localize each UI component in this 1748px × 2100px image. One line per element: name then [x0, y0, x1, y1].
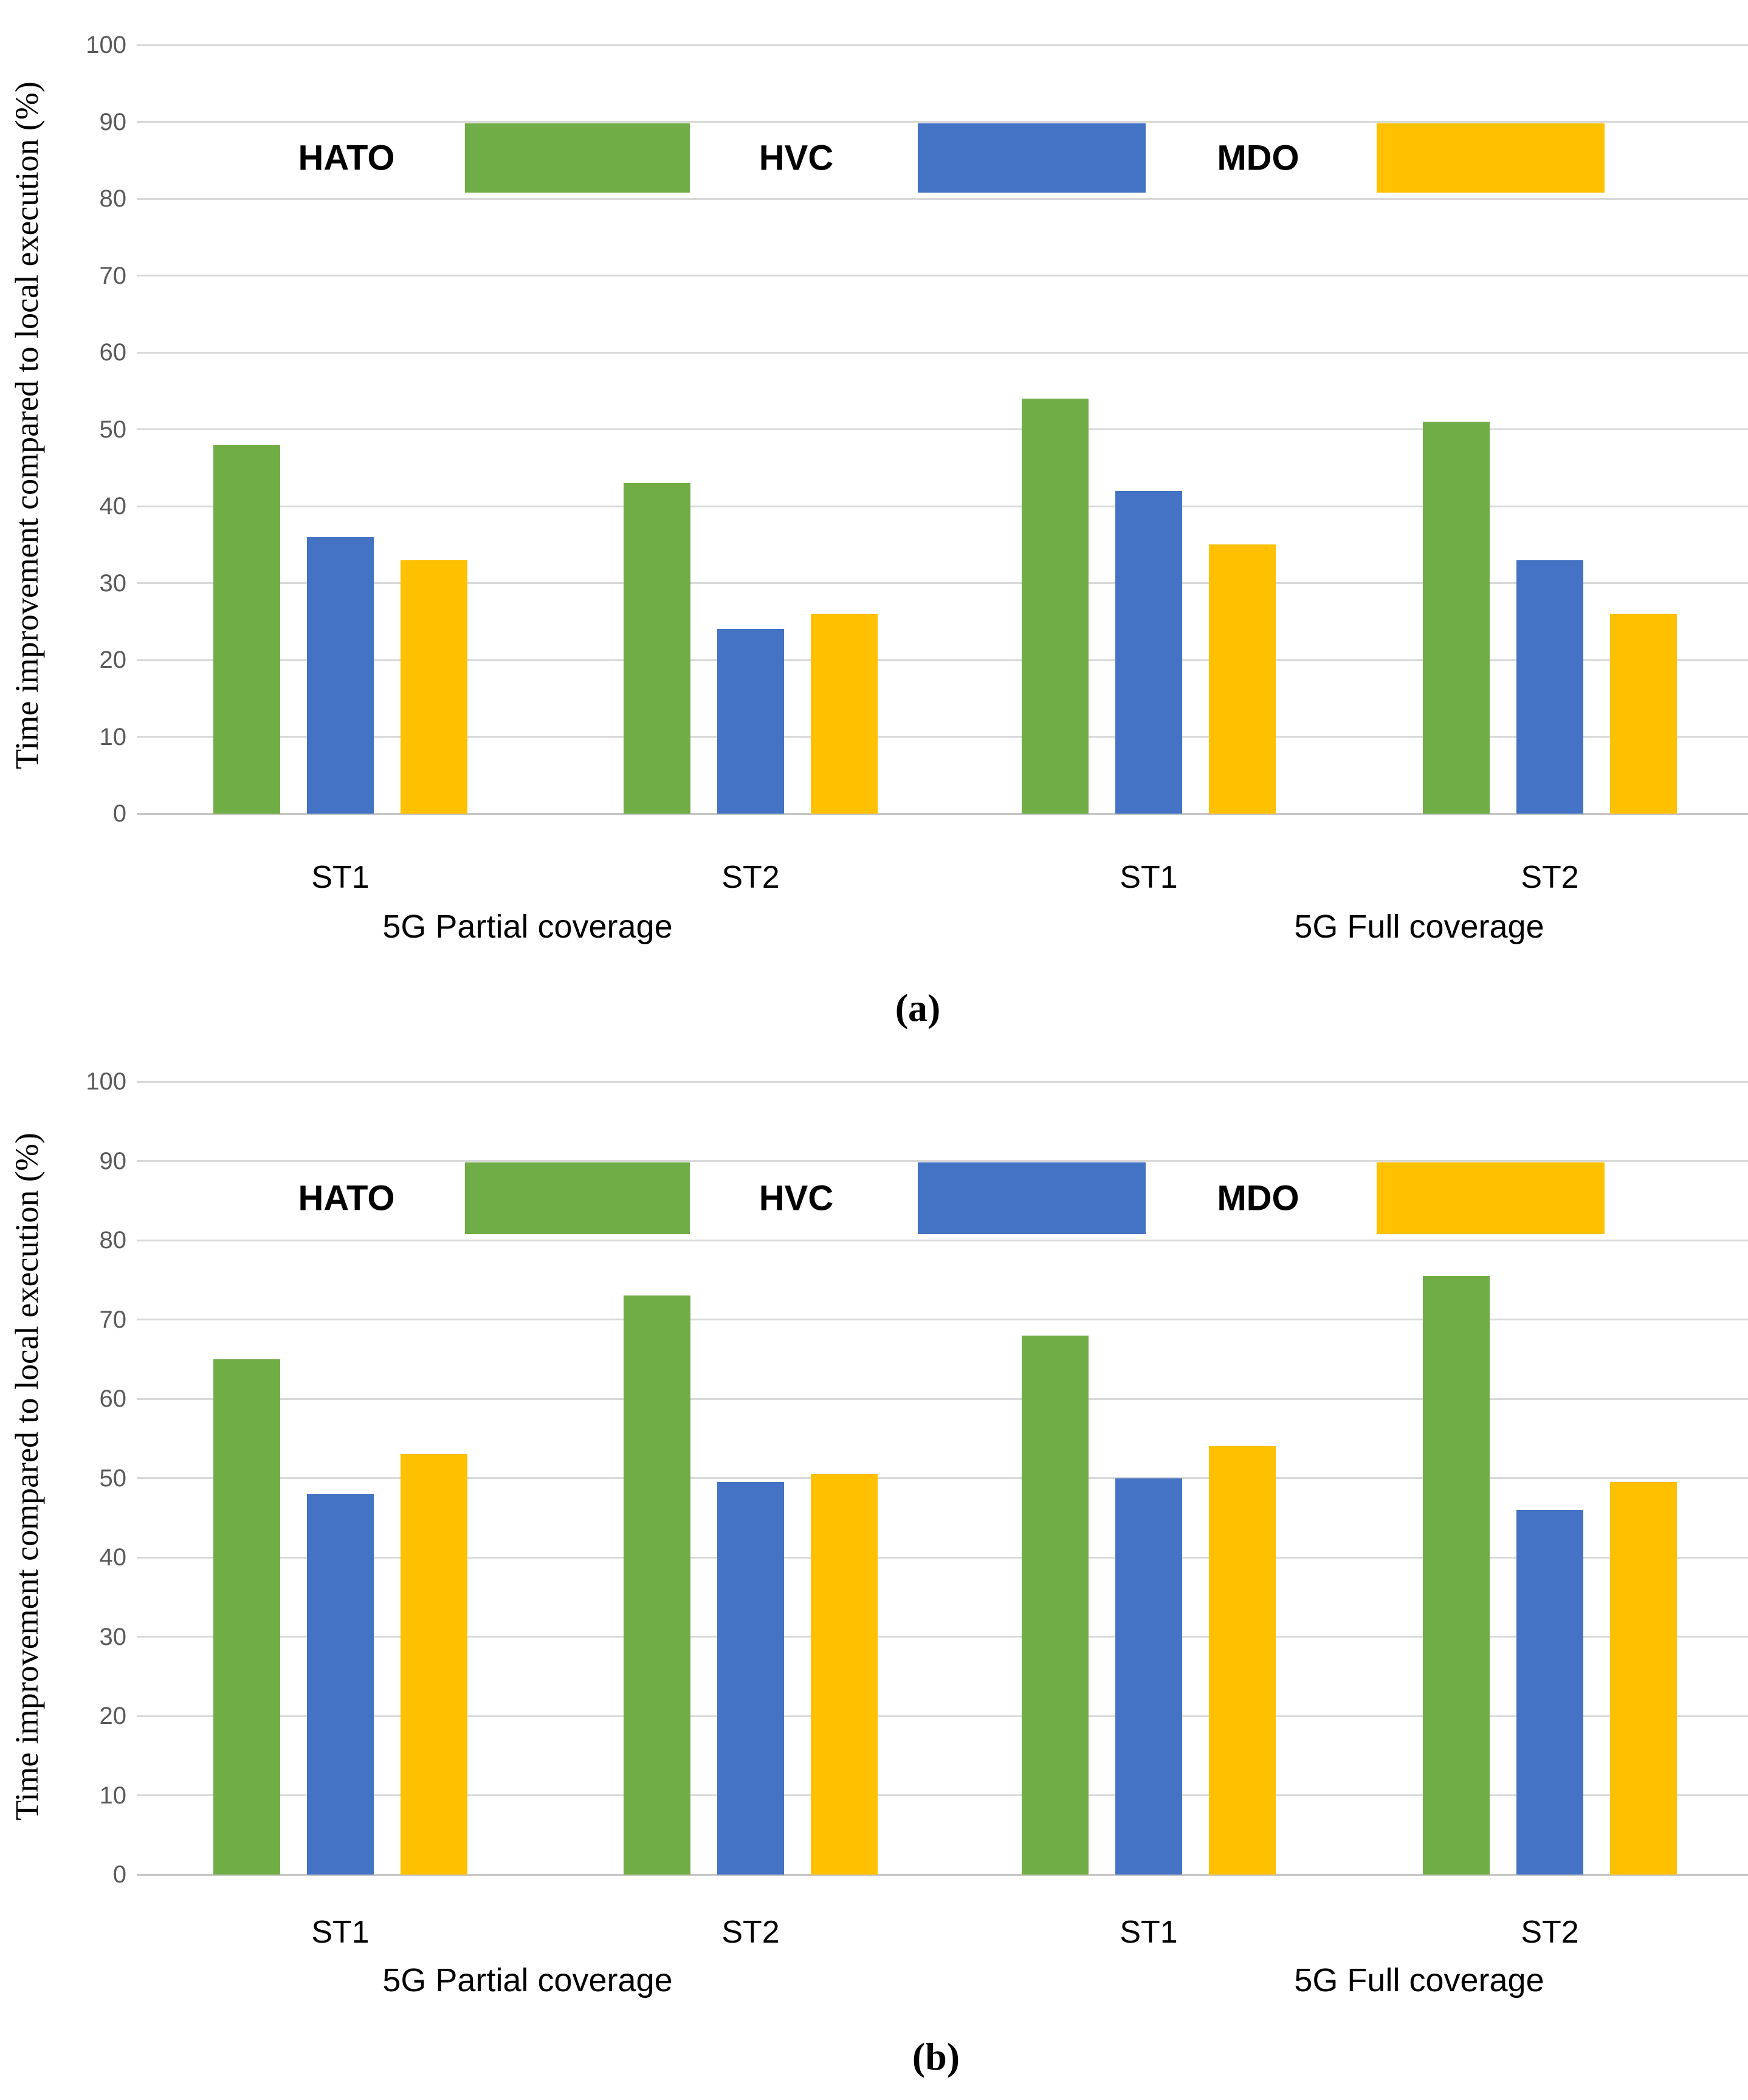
x-tick-label-st2-full: ST2	[1521, 860, 1579, 895]
gridline-0	[137, 1873, 1748, 1876]
y-tick-label-60: 60	[99, 339, 127, 366]
gridline-100	[137, 1080, 1748, 1083]
bar-mdo-st2-full	[1610, 614, 1677, 814]
bar-mdo-st1-full	[1209, 544, 1276, 814]
legend-swatch-hato	[465, 1162, 690, 1234]
bar-mdo-st1-partial	[401, 1454, 467, 1875]
y-tick-label-0: 0	[112, 1861, 126, 1888]
legend-label-hato: HATO	[298, 138, 395, 178]
legend-swatch-mdo	[1377, 123, 1605, 193]
y-tick-label-30: 30	[99, 569, 127, 597]
y-tick-label-90: 90	[99, 108, 127, 136]
bar-hvc-st2-partial	[717, 1482, 784, 1875]
gridline-60	[137, 351, 1748, 354]
gridline-40	[137, 1556, 1748, 1559]
gridline-20	[137, 1715, 1748, 1717]
bar-hato-st1-partial	[213, 444, 280, 814]
bar-hvc-st2-full	[1516, 560, 1583, 814]
bar-hato-st2-full	[1423, 1275, 1490, 1875]
gridline-80	[137, 197, 1748, 200]
bar-hvc-st1-full	[1115, 490, 1182, 814]
bar-hvc-st1-partial	[307, 537, 374, 814]
caption-b: (b)	[912, 2035, 960, 2078]
bar-mdo-st1-partial	[401, 560, 467, 814]
x-tick-label-st1-full: ST1	[1120, 1915, 1178, 1950]
bar-hato-st1-full	[1022, 398, 1089, 814]
y-tick-label-60: 60	[99, 1385, 127, 1412]
x-tick-label-st2-full: ST2	[1521, 1915, 1579, 1950]
bar-hato-st2-partial	[624, 483, 690, 814]
bar-mdo-st2-partial	[811, 1474, 878, 1875]
gridline-30	[137, 582, 1748, 584]
gridline-0	[137, 812, 1748, 815]
y-tick-label-30: 30	[99, 1623, 127, 1650]
legend-label-mdo: MDO	[1217, 1178, 1299, 1218]
legend-swatch-mdo	[1377, 1162, 1605, 1234]
bar-hvc-st1-partial	[307, 1494, 374, 1875]
y-tick-label-40: 40	[99, 1544, 127, 1571]
x-tick-label-st1-partial: ST1	[311, 860, 370, 895]
gridline-60	[137, 1398, 1748, 1400]
y-tick-label-100: 100	[86, 1068, 126, 1095]
y-tick-label-40: 40	[99, 493, 127, 520]
gridline-80	[137, 1239, 1748, 1241]
gridline-50	[137, 1477, 1748, 1479]
bar-hato-st2-partial	[624, 1295, 690, 1875]
legend-label-hvc: HVC	[759, 1178, 834, 1218]
bar-mdo-st1-full	[1209, 1446, 1276, 1875]
y-tick-label-80: 80	[99, 1227, 127, 1254]
x-group-label-full: 5G Full coverage	[1294, 908, 1544, 945]
y-tick-label-10: 10	[99, 1782, 127, 1809]
bar-hvc-st2-partial	[717, 629, 784, 814]
y-tick-label-50: 50	[99, 416, 127, 443]
bar-hato-st1-partial	[213, 1359, 280, 1875]
x-tick-label-st2-partial: ST2	[721, 1915, 780, 1950]
legend-label-hato: HATO	[298, 1178, 395, 1218]
x-tick-label-st2-partial: ST2	[721, 860, 780, 895]
gridline-50	[137, 428, 1748, 430]
gridline-10	[137, 1794, 1748, 1796]
y-tick-label-90: 90	[99, 1147, 127, 1175]
x-tick-label-st1-full: ST1	[1120, 860, 1178, 895]
x-group-label-partial: 5G Partial coverage	[382, 1962, 673, 1999]
legend-label-hvc: HVC	[759, 138, 834, 178]
y-tick-label-100: 100	[86, 32, 126, 58]
gridline-100	[137, 44, 1748, 46]
y-tick-label-70: 70	[99, 262, 127, 289]
gridline-20	[137, 659, 1748, 661]
legend-swatch-hvc	[918, 1162, 1146, 1234]
bar-hvc-st1-full	[1115, 1478, 1182, 1875]
caption-a: (a)	[895, 986, 941, 1029]
x-group-label-partial: 5G Partial coverage	[382, 908, 673, 945]
y-tick-label-10: 10	[99, 723, 127, 750]
legend-swatch-hato	[465, 123, 690, 193]
gridline-70	[137, 275, 1748, 276]
x-group-label-full: 5G Full coverage	[1294, 1962, 1544, 1999]
bar-mdo-st2-full	[1610, 1482, 1677, 1875]
bar-mdo-st2-partial	[811, 614, 878, 814]
gridline-40	[137, 505, 1748, 507]
y-tick-label-70: 70	[99, 1306, 127, 1333]
gridline-30	[137, 1636, 1748, 1638]
y-tick-label-20: 20	[99, 647, 127, 673]
bar-hato-st1-full	[1022, 1335, 1089, 1875]
y-tick-label-20: 20	[99, 1703, 127, 1729]
gridline-90	[137, 121, 1748, 123]
y-tick-label-80: 80	[99, 185, 127, 212]
gridline-90	[137, 1160, 1748, 1162]
legend-label-mdo: MDO	[1217, 138, 1299, 178]
gridline-10	[137, 736, 1748, 738]
y-tick-label-0: 0	[112, 800, 126, 827]
x-tick-label-st1-partial: ST1	[311, 1915, 370, 1950]
gridline-70	[137, 1319, 1748, 1320]
bar-hato-st2-full	[1423, 421, 1490, 814]
bar-hvc-st2-full	[1516, 1509, 1583, 1875]
legend-swatch-hvc	[918, 123, 1146, 193]
y-tick-label-50: 50	[99, 1464, 127, 1492]
